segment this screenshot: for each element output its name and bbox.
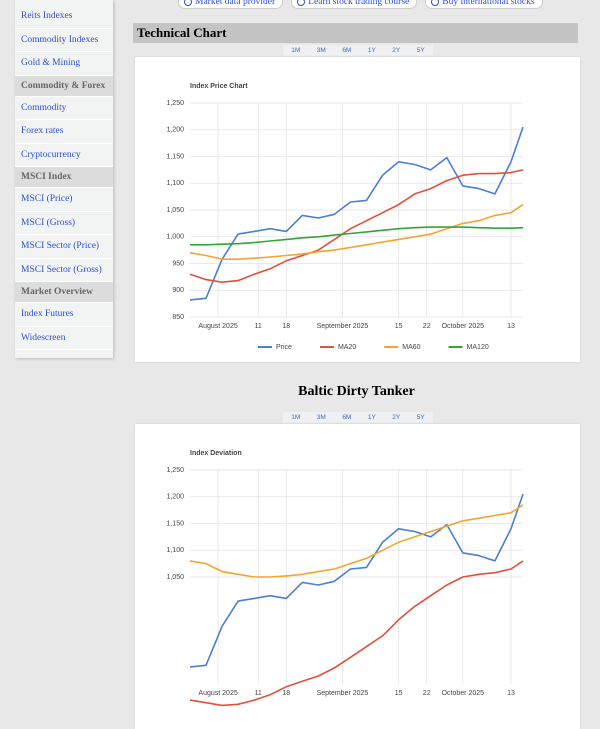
x-tick-label: 15	[395, 690, 403, 697]
y-tick-label: 1,000	[166, 234, 184, 241]
x-tick-label: 13	[507, 323, 515, 330]
x-tick-label: 11	[255, 690, 262, 697]
y-tick-label: 1,250	[166, 467, 184, 474]
x-tick-label: 13	[507, 690, 515, 697]
sidebar-link[interactable]: MSCI Sector (Gross)	[15, 259, 113, 282]
x-tick-label: 22	[423, 323, 431, 330]
series-line	[189, 560, 524, 707]
chart: Index Price Chart 850 900 950 1,000 1,050 1,10…	[166, 83, 524, 351]
top-link[interactable]: Market data provider	[178, 0, 284, 9]
range-button[interactable]: 5Y	[416, 414, 425, 421]
legend-label: Price	[276, 344, 292, 351]
link-icon	[431, 0, 440, 6]
series-line	[189, 169, 524, 283]
chart-title: Index Deviation	[190, 450, 242, 457]
sidebar-heading: MSCI Index	[15, 167, 113, 188]
y-tick-label: 1,250	[166, 100, 184, 107]
x-tick-label: August 2025	[198, 323, 237, 330]
top-link[interactable]: Buy international stocks	[425, 0, 543, 9]
series-line	[189, 126, 524, 301]
chart-title: Index Price Chart	[190, 83, 248, 90]
x-tick-label: September 2025	[317, 323, 369, 330]
y-tick-label: 900	[172, 287, 184, 294]
range-button[interactable]: 1M	[291, 414, 301, 421]
sidebar-link[interactable]: Index Futures	[15, 303, 113, 327]
sidebar: Reits Indexes Commodity Indexes Gold & Min…	[15, 0, 113, 358]
link-text[interactable]: Buy international stocks	[442, 0, 535, 7]
range-button[interactable]: 2Y	[392, 414, 401, 421]
x-tick-label: 18	[282, 690, 290, 697]
x-tick-label: 15	[395, 323, 403, 330]
series-line	[189, 493, 524, 668]
range-button[interactable]: 6M	[342, 414, 352, 421]
section-heading: Baltic Dirty Tanker	[298, 384, 415, 399]
legend-label: MA60	[402, 344, 420, 351]
legend-label: MA120	[467, 344, 489, 351]
range-button[interactable]: 3M	[316, 47, 326, 54]
x-tick-label: 11	[255, 323, 262, 330]
range-button[interactable]: 1M	[291, 47, 301, 54]
y-tick-label: 1,050	[166, 574, 184, 581]
legend-label: MA20	[338, 344, 356, 351]
sidebar-link[interactable]: MSCI (Price)	[15, 188, 113, 212]
sidebar-link[interactable]: Cryptocurrency	[15, 144, 113, 167]
range-button[interactable]: 1Y	[367, 47, 376, 54]
sidebar-heading: Commodity & Forex	[15, 75, 113, 97]
sidebar-link[interactable]: Forex rates	[15, 120, 113, 144]
y-tick-label: 1,050	[166, 207, 184, 214]
range-selector: 1M 3M 6M 1Y 2Y 5Y	[283, 412, 433, 423]
y-tick-label: 1,200	[166, 127, 184, 134]
x-tick-label: October 2025	[442, 690, 485, 697]
top-links: Market data provider Learn stock trading …	[178, 0, 543, 9]
link-text[interactable]: Learn stock trading course	[308, 0, 410, 7]
sidebar-heading: Market Overview	[15, 282, 113, 303]
sidebar-link[interactable]: MSCI (Gross)	[15, 212, 113, 235]
series-line	[189, 203, 524, 260]
y-tick-label: 950	[172, 260, 184, 267]
link-icon	[184, 0, 192, 6]
series-line	[190, 226, 524, 246]
sidebar-link[interactable]: Commodity	[15, 97, 113, 120]
x-tick-label: September 2025	[317, 690, 369, 697]
sidebar-link[interactable]: Widescreen	[15, 327, 113, 350]
chart-panel: Index Deviation 1,050 1,100 1,150 1,200 1,250…	[135, 424, 580, 729]
x-tick-label: 22	[423, 690, 431, 697]
y-tick-label: 1,150	[166, 520, 184, 527]
y-tick-label: 1,150	[166, 153, 184, 160]
y-tick-label: 850	[172, 314, 184, 321]
link-text[interactable]: Market data provider	[195, 0, 276, 7]
range-button[interactable]: 1Y	[367, 414, 376, 421]
series-line	[189, 504, 524, 578]
range-button[interactable]: 6M	[342, 47, 352, 54]
range-button[interactable]: 5Y	[416, 47, 425, 54]
range-selector: 1M 3M 6M 1Y 2Y 5Y	[283, 45, 433, 56]
sidebar-link[interactable]: MSCI Sector (Price)	[15, 235, 113, 259]
x-tick-label: 18	[282, 323, 290, 330]
range-button[interactable]: 3M	[316, 414, 326, 421]
chart: Index Deviation 1,050 1,100 1,150 1,200 1,250…	[166, 450, 524, 707]
sidebar-link[interactable]: Commodity Indexes	[15, 29, 113, 52]
page: Market data provider Learn stock trading …	[15, 0, 580, 729]
sidebar-link[interactable]: Gold & Mining	[15, 52, 113, 76]
link-icon	[297, 0, 306, 6]
y-tick-label: 1,100	[166, 180, 184, 187]
chart-panel: Index Price Chart 850 900 950 1,000 1,050 1,10…	[135, 57, 580, 362]
top-link[interactable]: Learn stock trading course	[291, 0, 418, 9]
x-tick-label: August 2025	[198, 690, 237, 697]
y-tick-label: 1,100	[166, 547, 184, 554]
section-heading: Technical Chart	[133, 23, 578, 43]
sidebar-link[interactable]: Reits Indexes	[15, 5, 113, 29]
range-button[interactable]: 2Y	[392, 47, 401, 54]
y-tick-label: 1,200	[166, 494, 184, 501]
x-tick-label: October 2025	[442, 323, 485, 330]
